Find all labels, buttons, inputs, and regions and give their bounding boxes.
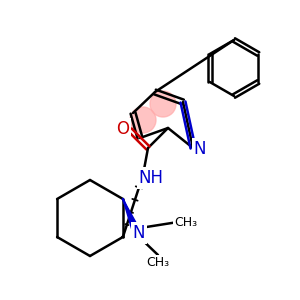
Text: N: N <box>194 140 206 158</box>
Circle shape <box>150 91 176 117</box>
Text: CH₃: CH₃ <box>146 256 170 269</box>
Text: CH₃: CH₃ <box>174 215 198 229</box>
Text: N: N <box>133 224 145 242</box>
Text: O: O <box>116 120 130 138</box>
Polygon shape <box>123 199 138 229</box>
Text: NH: NH <box>139 169 164 187</box>
Circle shape <box>130 107 156 133</box>
